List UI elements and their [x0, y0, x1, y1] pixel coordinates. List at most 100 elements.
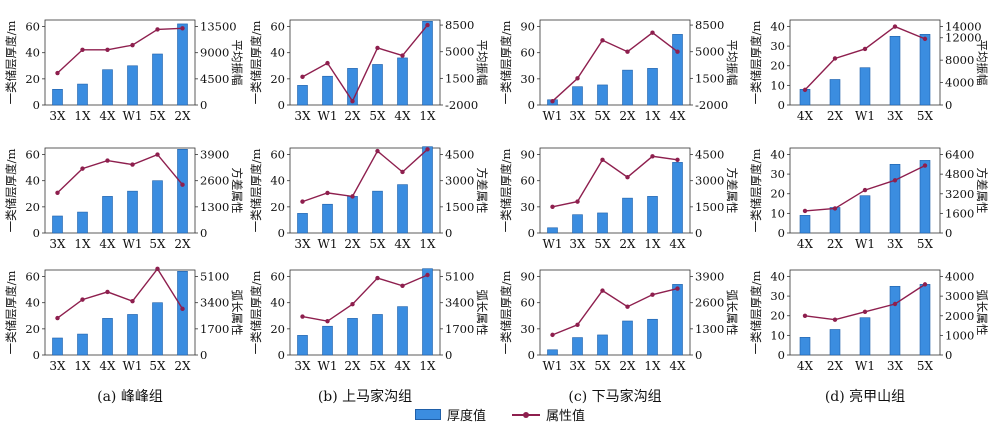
y-left-tick-label: 0: [778, 98, 785, 112]
bar: [177, 271, 188, 356]
y-right-tick-label: 8500: [695, 18, 724, 32]
attribute-point: [625, 49, 630, 54]
y-left-tick-label: 0: [33, 348, 40, 362]
y-left-axis-label: 一类储层厚度/m: [249, 149, 263, 233]
x-tick-label: 1X: [419, 359, 436, 373]
y-left-tick-label: 40: [270, 296, 285, 310]
attribute-point: [550, 204, 555, 210]
x-tick-label: W1: [123, 237, 143, 251]
x-tick-label: 2X: [619, 237, 636, 251]
y-left-tick-label: 30: [770, 289, 785, 303]
x-tick-label: 3X: [887, 109, 904, 123]
bar: [829, 207, 841, 234]
bar: [177, 149, 188, 234]
y-right-axis-label: 方差属性: [725, 168, 739, 214]
caption-d: (d) 亮甲山组: [824, 389, 906, 405]
bar: [52, 215, 63, 234]
y-left-tick-label: 60: [25, 270, 40, 284]
y-left-axis-label: 一类储层厚度/m: [499, 149, 513, 233]
bar: [572, 214, 583, 234]
y-right-tick-label: 3400: [445, 296, 474, 310]
y-left-axis-label: 一类储层厚度/m: [499, 21, 513, 105]
y-right-tick-label: 4500: [445, 148, 474, 162]
bar: [127, 190, 138, 234]
bar: [422, 268, 433, 356]
bar: [597, 212, 608, 234]
attribute-point: [155, 152, 160, 157]
attribute-point: [105, 158, 110, 163]
y-right-axis-label: 方差属性: [475, 168, 489, 214]
x-tick-label: 2X: [827, 237, 844, 251]
y-right-tick-label: 12000: [945, 31, 982, 45]
bar: [889, 35, 901, 106]
attribute-line: [552, 155, 678, 208]
y-right-tick-label: 0: [945, 348, 952, 362]
bar: [152, 53, 163, 106]
y-left-tick-label: 30: [520, 322, 535, 336]
attribute-line: [57, 27, 183, 74]
y-left-tick-label: 90: [520, 270, 535, 284]
y-right-tick-label: 0: [200, 348, 207, 362]
x-tick-label: W1: [123, 359, 143, 373]
x-tick-label: 4X: [99, 109, 116, 123]
x-tick-label: 1X: [419, 237, 436, 251]
bar: [297, 335, 308, 356]
plot-frame: [44, 19, 196, 106]
x-tick-label: 5X: [369, 109, 386, 123]
attribute-point: [350, 98, 355, 104]
y-right-tick-label: 1500: [695, 200, 724, 214]
attribute-line: [552, 287, 678, 336]
bar: [829, 79, 841, 106]
x-tick-label: W1: [855, 109, 875, 123]
attribute-point: [922, 282, 928, 287]
attribute-point: [80, 47, 85, 52]
bar: [919, 284, 931, 356]
bar: [397, 184, 408, 234]
bar: [127, 314, 138, 356]
y-right-tick-label: 0: [445, 226, 452, 240]
x-tick-label: 5X: [917, 237, 934, 251]
y-left-axis-label: 一类储层厚度/m: [749, 21, 763, 105]
y-right-tick-label: 2000: [945, 309, 974, 323]
bar: [372, 64, 383, 106]
x-tick-label: 3X: [569, 237, 586, 251]
y-right-tick-label: 3000: [445, 174, 474, 188]
y-left-tick-label: 60: [520, 46, 535, 60]
attribute-point: [155, 266, 160, 272]
y-right-tick-label: 3000: [945, 289, 974, 303]
attribute-point: [650, 154, 655, 159]
y-left-axis-label: 一类储层厚度/m: [4, 149, 18, 233]
x-tick-label: 4X: [394, 359, 411, 373]
attribute-point: [80, 166, 85, 171]
plot-frame: [539, 147, 691, 234]
attribute-point: [105, 47, 110, 52]
bar: [102, 196, 113, 234]
y-left-tick-label: 20: [25, 200, 40, 214]
bar: [597, 84, 608, 106]
x-tick-label: 4X: [99, 359, 116, 373]
y-right-tick-label: 1700: [200, 322, 229, 336]
x-tick-label: 4X: [394, 237, 411, 251]
bar: [102, 69, 113, 106]
bar: [152, 180, 163, 234]
y-left-tick-label: 60: [270, 270, 285, 284]
x-tick-label: 1X: [419, 109, 436, 123]
y-left-tick-label: 60: [25, 148, 40, 162]
bar: [547, 227, 558, 234]
plot-frame: [44, 147, 196, 234]
x-tick-label: W1: [543, 359, 563, 373]
y-right-tick-label: 0: [695, 348, 702, 362]
bar: [422, 146, 433, 234]
y-right-tick-label: 4800: [945, 167, 974, 181]
attribute-point: [675, 157, 680, 162]
plot-frame: [44, 269, 196, 356]
x-tick-label: 4X: [669, 359, 686, 373]
x-tick-label: 3X: [49, 109, 66, 123]
bar: [347, 318, 358, 356]
y-left-tick-label: 40: [270, 46, 285, 60]
caption-a: (a) 峰峰组: [97, 389, 163, 405]
y-left-tick-label: 60: [520, 296, 535, 310]
x-tick-label: 3X: [294, 109, 311, 123]
attribute-point: [425, 22, 430, 28]
y-right-tick-label: 0: [945, 98, 952, 112]
